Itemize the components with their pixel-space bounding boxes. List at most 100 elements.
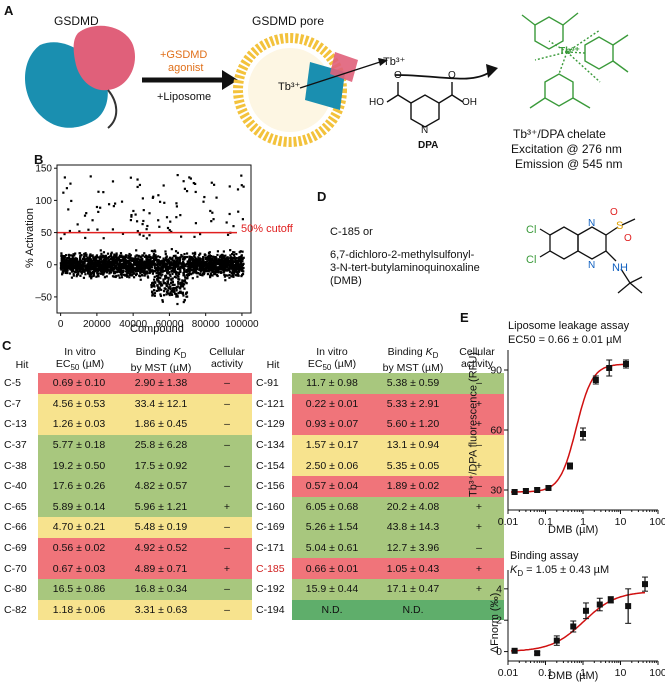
data-point (157, 271, 160, 274)
data-point (159, 293, 162, 296)
data-point (141, 261, 144, 264)
data-point (223, 257, 226, 261)
data-point (182, 294, 185, 297)
data-point (228, 270, 232, 273)
data-point (88, 266, 92, 269)
data-point (200, 268, 203, 271)
data-point (62, 269, 65, 272)
data-point (177, 291, 180, 295)
x-tick-label: 1 (580, 667, 586, 679)
data-point (199, 233, 202, 236)
data-point (156, 279, 159, 282)
data-point (94, 261, 98, 264)
data-point (91, 254, 94, 257)
ec50-cell: 16.5 ± 0.86 (38, 578, 120, 600)
data-point (93, 268, 96, 271)
data-point (206, 265, 209, 268)
data-point (198, 268, 201, 271)
table-row: C-66 4.70 ± 0.21 5.48 ± 0.19– (2, 517, 252, 538)
data-point (111, 267, 114, 270)
data-point (220, 259, 224, 262)
data-point (221, 265, 225, 269)
data-point (184, 276, 187, 279)
data-point (228, 276, 231, 279)
data-point (115, 253, 118, 257)
data-point (103, 264, 106, 267)
data-point (193, 251, 197, 254)
table-row: C-160 6.05 ± 0.68 20.2 ± 4.08 + (254, 496, 504, 518)
data-point (124, 270, 127, 273)
data-point (84, 236, 87, 240)
data-point (99, 272, 103, 275)
emission-label: Emission @ 545 nm (515, 157, 623, 171)
data-point (150, 283, 153, 287)
x-tick-label: 0.01 (498, 516, 519, 528)
data-point (146, 224, 149, 228)
data-point (126, 264, 129, 267)
table-row: C-38 19.2 ± 0.50 17.5 ± 0.92– (2, 455, 252, 476)
data-point (182, 300, 185, 304)
ec50-cell: 11.7 ± 0.98 (292, 373, 372, 394)
data-point (136, 265, 139, 268)
b-xlabel: Compound (130, 323, 184, 335)
data-point (88, 263, 92, 266)
data-point (231, 273, 234, 276)
data-point (134, 257, 137, 261)
c-header-ec-right-2: EC (307, 358, 323, 370)
data-point (161, 300, 164, 303)
data-point (156, 260, 159, 263)
data-point (122, 260, 126, 263)
data-point (104, 254, 108, 257)
data-point (211, 271, 214, 274)
data-point (202, 262, 206, 265)
data-point (129, 218, 132, 222)
data-point (104, 260, 108, 263)
data-point (196, 263, 200, 266)
f-title: Binding assay (510, 550, 579, 562)
f-subtitle: KD = 1.05 ± 0.43 µM (510, 564, 610, 579)
data-point (121, 265, 124, 268)
x-tick-label: 40000 (119, 319, 147, 330)
data-point (163, 265, 166, 268)
data-point (209, 264, 212, 267)
dmb-n1: N (588, 218, 595, 229)
kd-cell: 17.5 ± 0.92 (120, 455, 202, 476)
data-point (64, 254, 68, 257)
data-point (118, 263, 122, 266)
data-point (80, 260, 83, 263)
data-point (193, 268, 196, 271)
data-point (234, 261, 238, 264)
data-point (78, 256, 82, 260)
dmb-nh: NH (612, 262, 628, 274)
data-point (152, 263, 155, 266)
data-point (236, 274, 239, 277)
data-point (107, 265, 111, 268)
data-point (66, 256, 69, 260)
data-point (97, 264, 100, 267)
dpa-n-label: N (421, 125, 429, 136)
data-point (182, 265, 185, 268)
data-point (152, 293, 155, 296)
data-point (103, 261, 106, 264)
data-point (189, 264, 192, 267)
data-point (101, 261, 104, 265)
data-point (127, 267, 131, 270)
data-point (110, 265, 114, 269)
x-tick-label: 20000 (83, 319, 111, 330)
data-point (117, 258, 120, 261)
data-point (233, 251, 236, 254)
data-point (147, 260, 150, 263)
data-point (580, 431, 586, 437)
data-point (164, 277, 167, 280)
y-tick-label: 30 (490, 485, 502, 497)
kd-cell: 5.35 ± 0.05 (372, 455, 454, 476)
data-point (179, 256, 182, 259)
data-point (103, 269, 106, 272)
data-point (90, 275, 93, 278)
liposome-label: +Liposome (157, 91, 212, 103)
data-point (176, 274, 179, 277)
data-point (185, 252, 189, 255)
e-ylabel: Tb³⁺/DPA fluorescence (RFU) (467, 352, 480, 497)
data-point (79, 266, 83, 269)
data-point (159, 269, 163, 272)
